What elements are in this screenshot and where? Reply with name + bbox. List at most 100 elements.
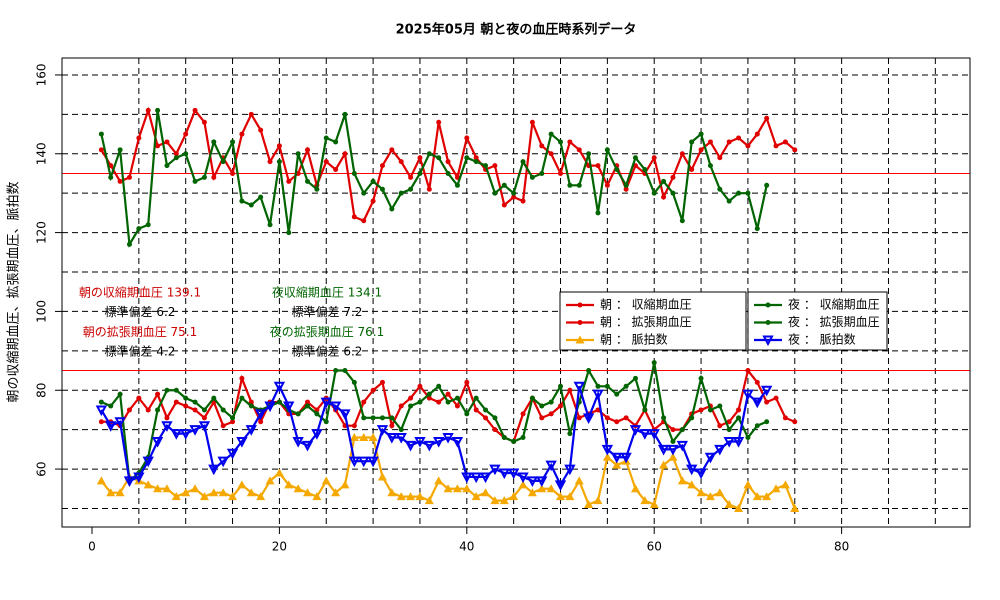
- data-point: [526, 476, 539, 488]
- data-point: [351, 423, 357, 429]
- data-point: [686, 464, 698, 476]
- data-point: [567, 431, 573, 437]
- data-point: [586, 151, 592, 157]
- data-point: [209, 488, 219, 497]
- data-point: [248, 399, 254, 405]
- data-point: [274, 468, 284, 477]
- data-point: [96, 476, 106, 485]
- data-point: [792, 419, 798, 425]
- data-point: [539, 143, 545, 149]
- data-point: [248, 403, 254, 409]
- data-point: [454, 395, 460, 401]
- data-point: [556, 492, 566, 501]
- data-point: [558, 170, 564, 176]
- data-point: [351, 379, 357, 385]
- data-point: [558, 383, 564, 389]
- data-point: [536, 476, 548, 488]
- data-point: [246, 488, 256, 497]
- data-point: [715, 488, 725, 497]
- data-point: [754, 226, 760, 232]
- data-point: [436, 155, 442, 161]
- data-point: [529, 174, 535, 180]
- annotation: 朝の拡張期血圧 75.1: [83, 325, 198, 339]
- data-point: [321, 476, 331, 485]
- data-point: [518, 480, 528, 489]
- data-point: [379, 415, 385, 421]
- data-point: [745, 190, 751, 196]
- data-point: [136, 135, 142, 141]
- data-point: [433, 436, 445, 448]
- data-point: [211, 139, 217, 145]
- data-point: [314, 411, 320, 417]
- data-point: [651, 155, 657, 161]
- data-point: [724, 500, 734, 509]
- data-point: [696, 488, 706, 497]
- data-point: [501, 435, 507, 441]
- data-point: [323, 419, 329, 425]
- data-point: [340, 480, 350, 489]
- data-point: [145, 222, 151, 228]
- data-point: [98, 147, 104, 153]
- data-point: [539, 415, 545, 421]
- data-point: [145, 107, 151, 113]
- data-point: [230, 170, 236, 176]
- data-point: [736, 407, 742, 413]
- data-point: [501, 182, 507, 188]
- data-point: [426, 395, 432, 401]
- data-point: [173, 151, 179, 157]
- data-point: [398, 403, 404, 409]
- data-point: [670, 427, 676, 433]
- data-point: [192, 407, 198, 413]
- data-point: [717, 423, 723, 429]
- data-point: [483, 407, 489, 413]
- data-point: [782, 415, 788, 421]
- data-point: [208, 464, 220, 476]
- data-point: [668, 452, 678, 461]
- data-point: [773, 143, 779, 149]
- data-point: [426, 186, 432, 192]
- data-point: [742, 389, 754, 401]
- y-tick-label: 160: [35, 63, 49, 86]
- data-point: [717, 186, 723, 192]
- data-point: [574, 476, 584, 485]
- data-point: [228, 492, 238, 501]
- data-point: [704, 452, 717, 464]
- data-point: [114, 417, 126, 428]
- data-point: [379, 379, 385, 385]
- legend-marker: [765, 320, 771, 325]
- series-line: [100, 110, 768, 248]
- data-point: [527, 488, 537, 497]
- data-point: [630, 484, 640, 493]
- data-point: [698, 375, 704, 381]
- data-point: [548, 131, 554, 137]
- data-point: [98, 399, 104, 405]
- data-point: [604, 147, 610, 153]
- data-point: [604, 415, 610, 421]
- data-point: [199, 492, 209, 501]
- data-point: [404, 440, 417, 452]
- data-point: [661, 194, 667, 200]
- data-point: [471, 492, 481, 501]
- annotation: 夜の拡張期血圧 76.1: [270, 324, 385, 339]
- data-point: [558, 403, 564, 409]
- data-point: [426, 391, 432, 397]
- data-point: [145, 407, 151, 413]
- data-point: [687, 480, 697, 489]
- data-point: [576, 415, 582, 421]
- data-point: [670, 438, 676, 444]
- data-point: [595, 210, 601, 216]
- annotation: 標準偏差 6.2: [105, 304, 176, 319]
- data-point: [333, 139, 339, 145]
- data-point: [481, 488, 491, 497]
- data-point: [211, 395, 217, 401]
- data-point: [273, 381, 286, 393]
- data-point: [764, 182, 770, 188]
- data-point: [689, 139, 695, 145]
- data-point: [379, 186, 385, 192]
- data-point: [490, 496, 500, 505]
- data-point: [764, 115, 770, 121]
- data-point: [171, 492, 181, 501]
- data-point: [736, 135, 742, 141]
- data-point: [395, 433, 407, 444]
- data-point: [529, 395, 535, 401]
